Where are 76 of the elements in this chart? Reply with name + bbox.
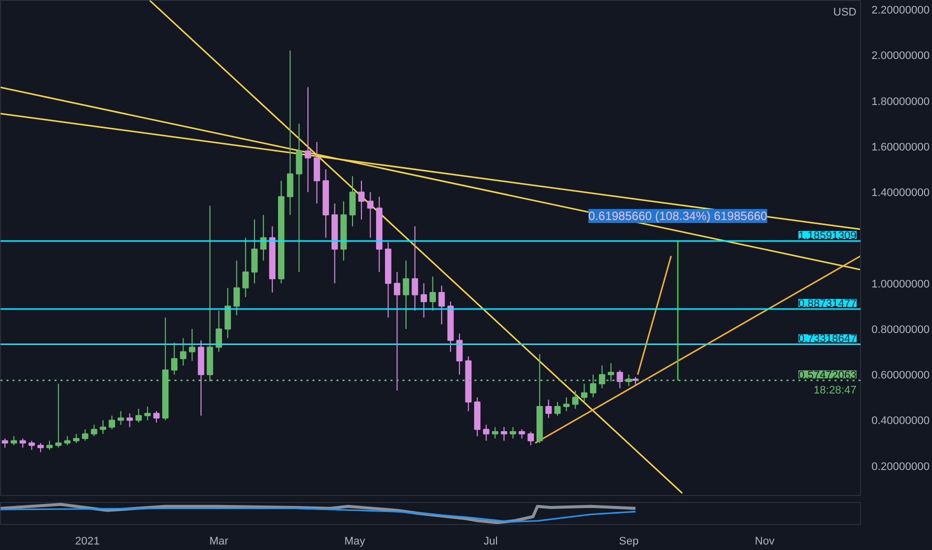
x-tick-label: Jul bbox=[484, 536, 498, 548]
y-tick-label: 0.20000000 bbox=[872, 460, 930, 473]
x-tick-label: Nov bbox=[754, 536, 775, 548]
candlestick bbox=[28, 440, 35, 450]
candlestick bbox=[438, 285, 445, 325]
y-tick-label: 2.00000000 bbox=[872, 50, 930, 62]
annotation: 0.61985660 (108.34%) 61985660 bbox=[588, 208, 768, 223]
candlestick bbox=[20, 438, 26, 448]
y-tick-label: 1.40000000 bbox=[872, 187, 930, 200]
candlestick bbox=[100, 420, 106, 434]
candlestick bbox=[90, 424, 98, 437]
candlestick bbox=[153, 410, 160, 424]
candlestick bbox=[430, 276, 436, 312]
candlestick bbox=[358, 180, 365, 220]
candlestick bbox=[118, 410, 124, 426]
candlestick bbox=[55, 383, 62, 448]
candlestick bbox=[260, 214, 267, 262]
x-tick-label: 2021 bbox=[75, 536, 100, 548]
candlestick bbox=[304, 86, 312, 193]
candlestick bbox=[2, 438, 8, 448]
candlestick bbox=[108, 415, 116, 430]
annotation: 18:28:47 bbox=[814, 384, 857, 396]
candlestick bbox=[144, 406, 151, 421]
ref-line-label: 1.18591309 bbox=[798, 230, 857, 242]
y-tick-label: 0.60000000 bbox=[872, 370, 930, 382]
candlestick bbox=[224, 287, 231, 339]
ref-line-label: 0.57472063 bbox=[798, 369, 857, 382]
candlestick bbox=[296, 123, 302, 272]
candlestick bbox=[581, 383, 588, 402]
candlestick bbox=[216, 310, 222, 352]
candlestick bbox=[528, 431, 534, 446]
candlestick bbox=[251, 218, 258, 284]
candlestick bbox=[500, 426, 508, 442]
candlestick bbox=[483, 424, 490, 442]
candlestick bbox=[82, 428, 88, 442]
candlestick bbox=[135, 408, 142, 424]
candlestick bbox=[126, 412, 133, 428]
y-tick-label: 1.60000000 bbox=[872, 141, 930, 154]
candlestick bbox=[37, 442, 44, 453]
candlestick bbox=[402, 260, 410, 330]
y-tick-label: 2.20000000 bbox=[872, 4, 930, 17]
y-tick-label: 1.00000000 bbox=[872, 278, 930, 290]
ref-line-label: 0.88731477 bbox=[798, 298, 857, 310]
candlestick bbox=[554, 401, 561, 416]
candlestick bbox=[616, 370, 624, 389]
candlestick bbox=[73, 433, 80, 444]
candlestick bbox=[510, 426, 516, 439]
annotation: USD bbox=[833, 6, 857, 18]
y-tick-label: 1.80000000 bbox=[872, 96, 930, 108]
x-tick-label: Sep bbox=[619, 536, 639, 548]
ref-line-label: 0.73318647 bbox=[798, 333, 857, 346]
candlestick bbox=[420, 282, 427, 318]
candlestick bbox=[518, 428, 526, 439]
candlestick bbox=[286, 50, 294, 216]
candlestick bbox=[46, 440, 53, 450]
candlestick bbox=[180, 338, 186, 366]
candlestick bbox=[349, 176, 356, 227]
y-tick-label: 0.40000000 bbox=[872, 415, 930, 428]
candlestick bbox=[572, 390, 578, 410]
candlestick bbox=[233, 260, 240, 316]
candlestick bbox=[171, 342, 178, 376]
x-tick-label: May bbox=[344, 536, 366, 548]
candlestick bbox=[10, 436, 18, 446]
candlestick bbox=[314, 141, 320, 204]
candlestick bbox=[242, 237, 249, 298]
candlestick bbox=[632, 376, 639, 387]
candlestick bbox=[545, 399, 552, 418]
y-tick-label: 0.80000000 bbox=[872, 324, 930, 336]
candlestick bbox=[394, 271, 400, 392]
candlestick bbox=[492, 426, 498, 439]
candlestick bbox=[64, 436, 71, 446]
x-tick-label: Mar bbox=[209, 536, 229, 548]
candlestick bbox=[563, 396, 570, 412]
candlestick bbox=[188, 328, 196, 362]
candlestick bbox=[367, 192, 374, 238]
candlestick bbox=[412, 226, 418, 312]
